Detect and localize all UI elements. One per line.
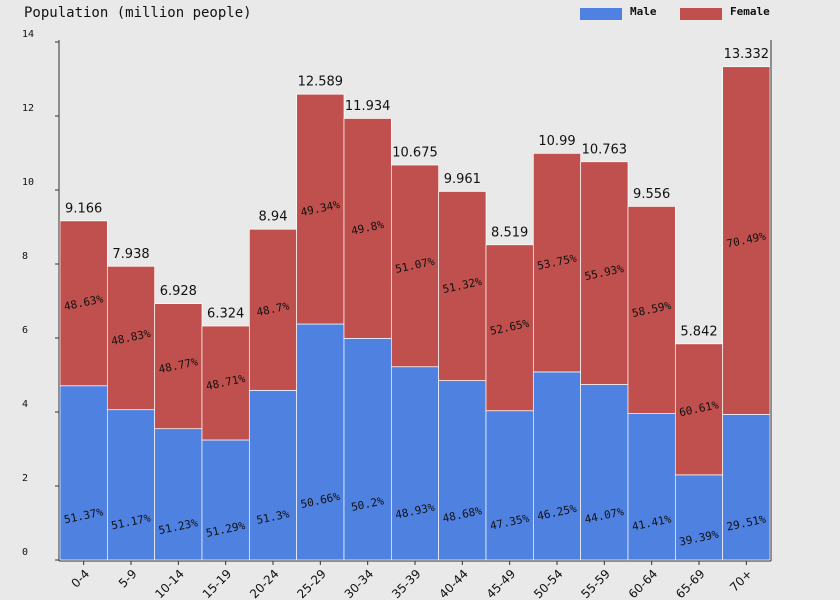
bar-segment [438, 380, 487, 561]
bar-segment [248, 228, 298, 391]
bar-segment [485, 244, 534, 412]
bar-segment [438, 191, 487, 381]
y-tick-label: 4 [22, 399, 28, 410]
bar-segment [532, 153, 582, 373]
bar-segment [580, 384, 629, 561]
bar-segment [296, 323, 345, 561]
bar-segment [722, 66, 771, 415]
y-tick-label: 2 [22, 473, 28, 484]
total-label: 9.556 [633, 187, 670, 202]
y-tick-label: 6 [22, 325, 28, 336]
bar-segment [674, 474, 724, 561]
bar-segment [106, 409, 156, 561]
total-label: 6.324 [207, 307, 244, 322]
legend-swatch [580, 8, 622, 20]
legend-label: Female [730, 5, 770, 18]
bar-segment [532, 371, 582, 561]
total-label: 5.842 [680, 324, 717, 339]
chart-title: Population (million people) [24, 5, 252, 21]
bar-segment [343, 337, 392, 561]
bar-segment [59, 385, 108, 561]
total-label: 13.332 [724, 47, 770, 62]
y-tick-label: 0 [22, 547, 28, 558]
total-label: 10.763 [582, 142, 628, 157]
total-label: 7.938 [112, 247, 149, 262]
total-label: 8.519 [491, 225, 528, 240]
total-label: 9.166 [65, 201, 102, 216]
bar-segment [201, 439, 250, 561]
bar-segment [674, 343, 724, 476]
bar-segment [390, 366, 440, 561]
total-label: 9.961 [444, 172, 481, 187]
bar-segment [201, 325, 250, 441]
legend-label: Male [630, 5, 657, 18]
bar-segment [722, 414, 771, 561]
y-tick-label: 12 [22, 103, 34, 114]
legend-swatch [680, 8, 722, 20]
total-label: 8.94 [259, 210, 288, 225]
bar-segment [390, 164, 440, 368]
bar-segment [248, 389, 298, 561]
y-tick-label: 14 [22, 29, 34, 40]
total-label: 11.934 [345, 99, 391, 114]
bar-segment [154, 303, 203, 430]
bar-segment [59, 220, 108, 387]
total-label: 10.675 [392, 146, 438, 161]
bar-segment [485, 410, 534, 561]
total-label: 6.928 [160, 284, 197, 299]
bar-segment [343, 118, 392, 339]
bar-segment [106, 265, 156, 411]
total-label: 12.589 [298, 75, 344, 90]
bar-segment [580, 161, 629, 385]
bar-segment [296, 93, 345, 325]
total-label: 10.99 [538, 134, 575, 149]
bar-segment [627, 206, 676, 414]
y-tick-label: 8 [22, 251, 28, 262]
y-tick-label: 10 [22, 177, 34, 188]
bar-segment [154, 428, 203, 561]
bar-segment [627, 413, 676, 561]
